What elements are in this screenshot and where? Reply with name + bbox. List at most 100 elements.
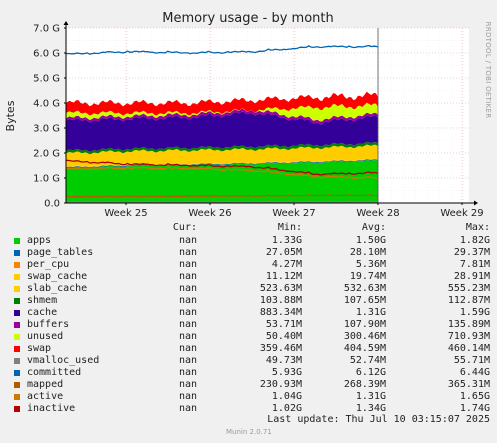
legend-max: 1.74G bbox=[459, 403, 490, 414]
legend-avg: 107.65M bbox=[343, 295, 386, 306]
legend-row: buffers nan 53.71M 107.90M 135.89M bbox=[14, 319, 490, 331]
legend-min: 1.04G bbox=[271, 391, 302, 402]
legend-min: 11.12M bbox=[265, 271, 302, 282]
legend-series-name: swap_cache bbox=[27, 271, 88, 282]
legend-cur: nan bbox=[178, 319, 197, 330]
legend-max: 6.44G bbox=[459, 367, 490, 378]
legend-min: 523.63M bbox=[259, 283, 302, 294]
area-buffers bbox=[66, 108, 378, 125]
legend-max: 365.31M bbox=[447, 379, 490, 390]
legend-avg: 268.39M bbox=[343, 379, 386, 390]
generator-label: Munin 2.0.71 bbox=[226, 428, 272, 436]
legend-max: 112.87M bbox=[447, 295, 490, 306]
area-apps bbox=[66, 160, 378, 203]
legend-max: 55.71M bbox=[453, 355, 490, 366]
legend-max: 460.14M bbox=[447, 343, 490, 354]
legend-row: swap_cache nan 11.12M 19.74M 28.91M bbox=[14, 271, 490, 283]
legend-row: page_tables nan 27.05M 28.10M 29.37M bbox=[14, 247, 490, 259]
legend-series-name: page_tables bbox=[27, 247, 94, 258]
legend-series-name: apps bbox=[27, 235, 52, 246]
line-committed bbox=[65, 44, 379, 55]
legend-swatch bbox=[14, 322, 20, 328]
area-shmem bbox=[66, 141, 378, 155]
area-slab_cache bbox=[66, 144, 378, 167]
header-avg: Avg: bbox=[361, 222, 386, 233]
legend-row: per_cpu nan 4.27M 5.36M 7.81M bbox=[14, 259, 490, 271]
header-min: Min: bbox=[277, 222, 302, 233]
legend-series-name: buffers bbox=[27, 319, 70, 330]
line-active bbox=[65, 166, 379, 179]
legend-series-name: unused bbox=[27, 331, 64, 342]
legend-min: 1.33G bbox=[271, 235, 302, 246]
legend-cur: nan bbox=[178, 307, 197, 318]
legend-series-name: slab_cache bbox=[27, 283, 88, 294]
legend-series-name: inactive bbox=[27, 403, 76, 414]
legend-swatch bbox=[14, 334, 20, 340]
legend-header-row: Cur: Min: Avg: Max: bbox=[14, 222, 490, 235]
legend-min: 1.02G bbox=[271, 403, 302, 414]
legend-max: 555.23M bbox=[447, 283, 490, 294]
y-tick-label: 5.0 G bbox=[33, 74, 60, 85]
legend-cur: nan bbox=[178, 391, 197, 402]
legend-row: mapped nan 230.93M 268.39M 365.31M bbox=[14, 379, 490, 391]
y-tick-label: 4.0 G bbox=[33, 99, 60, 110]
legend-swatch bbox=[14, 382, 20, 388]
area-cache bbox=[66, 111, 378, 152]
legend-row: cache nan 883.34M 1.31G 1.59G bbox=[14, 307, 490, 319]
y-tick-label: 7.0 G bbox=[33, 24, 60, 35]
legend-row: swap nan 359.46M 404.59M 460.14M bbox=[14, 343, 490, 355]
legend-cur: nan bbox=[178, 343, 197, 354]
y-axis-label: Bytes bbox=[4, 100, 17, 131]
y-axis-arrow bbox=[63, 21, 69, 25]
area-unused bbox=[66, 102, 378, 122]
x-axis-arrow bbox=[474, 200, 478, 206]
legend-swatch bbox=[14, 406, 20, 412]
header-cur: Cur: bbox=[172, 222, 197, 233]
legend-cur: nan bbox=[178, 379, 197, 390]
legend-cur: nan bbox=[178, 403, 197, 414]
y-tick-label: 2.0 G bbox=[33, 149, 60, 160]
legend-row: slab_cache nan 523.63M 532.63M 555.23M bbox=[14, 283, 490, 295]
legend-swatch bbox=[14, 250, 20, 256]
line-mapped bbox=[65, 194, 378, 198]
legend-max: 1.65G bbox=[459, 391, 490, 402]
legend-row: apps nan 1.33G 1.50G 1.82G bbox=[14, 235, 490, 247]
legend-row: vmalloc_used nan 49.73M 52.74M 55.71M bbox=[14, 355, 490, 367]
x-tick-label: Week 29 bbox=[440, 208, 483, 219]
legend-series-name: vmalloc_used bbox=[27, 355, 100, 366]
legend-max: 135.89M bbox=[447, 319, 490, 330]
legend-max: 7.81M bbox=[459, 259, 490, 270]
legend-avg: 532.63M bbox=[343, 283, 386, 294]
y-tick-label: 1.0 G bbox=[33, 174, 60, 185]
legend-cur: nan bbox=[178, 355, 197, 366]
legend-min: 27.05M bbox=[265, 247, 302, 258]
legend-row: shmem nan 103.88M 107.65M 112.87M bbox=[14, 295, 490, 307]
legend-series-name: per_cpu bbox=[27, 259, 70, 270]
legend-cur: nan bbox=[178, 247, 197, 258]
memory-chart: Memory usage - by month Bytes RRDTOOL / … bbox=[4, 11, 492, 219]
x-tick-label: Week 27 bbox=[272, 208, 315, 219]
legend-table: Cur: Min: Avg: Max: apps nan 1.33G 1.50G 1.8… bbox=[14, 222, 490, 415]
legend-series-name: committed bbox=[27, 367, 82, 378]
legend-row: active nan 1.04G 1.31G 1.65G bbox=[14, 391, 490, 403]
legend-avg: 1.34G bbox=[355, 403, 386, 414]
legend-series-name: shmem bbox=[27, 295, 58, 306]
legend-max: 710.93M bbox=[447, 331, 490, 342]
legend-avg: 404.59M bbox=[343, 343, 386, 354]
legend-swatch bbox=[14, 310, 20, 316]
area-per_cpu bbox=[66, 159, 378, 168]
legend-series-name: swap bbox=[27, 343, 52, 354]
legend-min: 50.40M bbox=[265, 331, 302, 342]
legend-series-name: mapped bbox=[27, 379, 64, 390]
legend-avg: 1.50G bbox=[355, 235, 386, 246]
legend-series-name: active bbox=[27, 391, 64, 402]
legend-swatch bbox=[14, 358, 20, 364]
legend-avg: 6.12G bbox=[355, 367, 386, 378]
legend-max: 1.82G bbox=[459, 235, 490, 246]
legend-row: unused nan 50.40M 300.46M 710.93M bbox=[14, 331, 490, 343]
legend-row: inactive nan 1.02G 1.34G 1.74G bbox=[14, 403, 490, 415]
legend-avg: 1.31G bbox=[355, 391, 386, 402]
legend-series-name: cache bbox=[27, 307, 58, 318]
legend-cur: nan bbox=[178, 259, 197, 270]
legend-min: 49.73M bbox=[265, 355, 302, 366]
